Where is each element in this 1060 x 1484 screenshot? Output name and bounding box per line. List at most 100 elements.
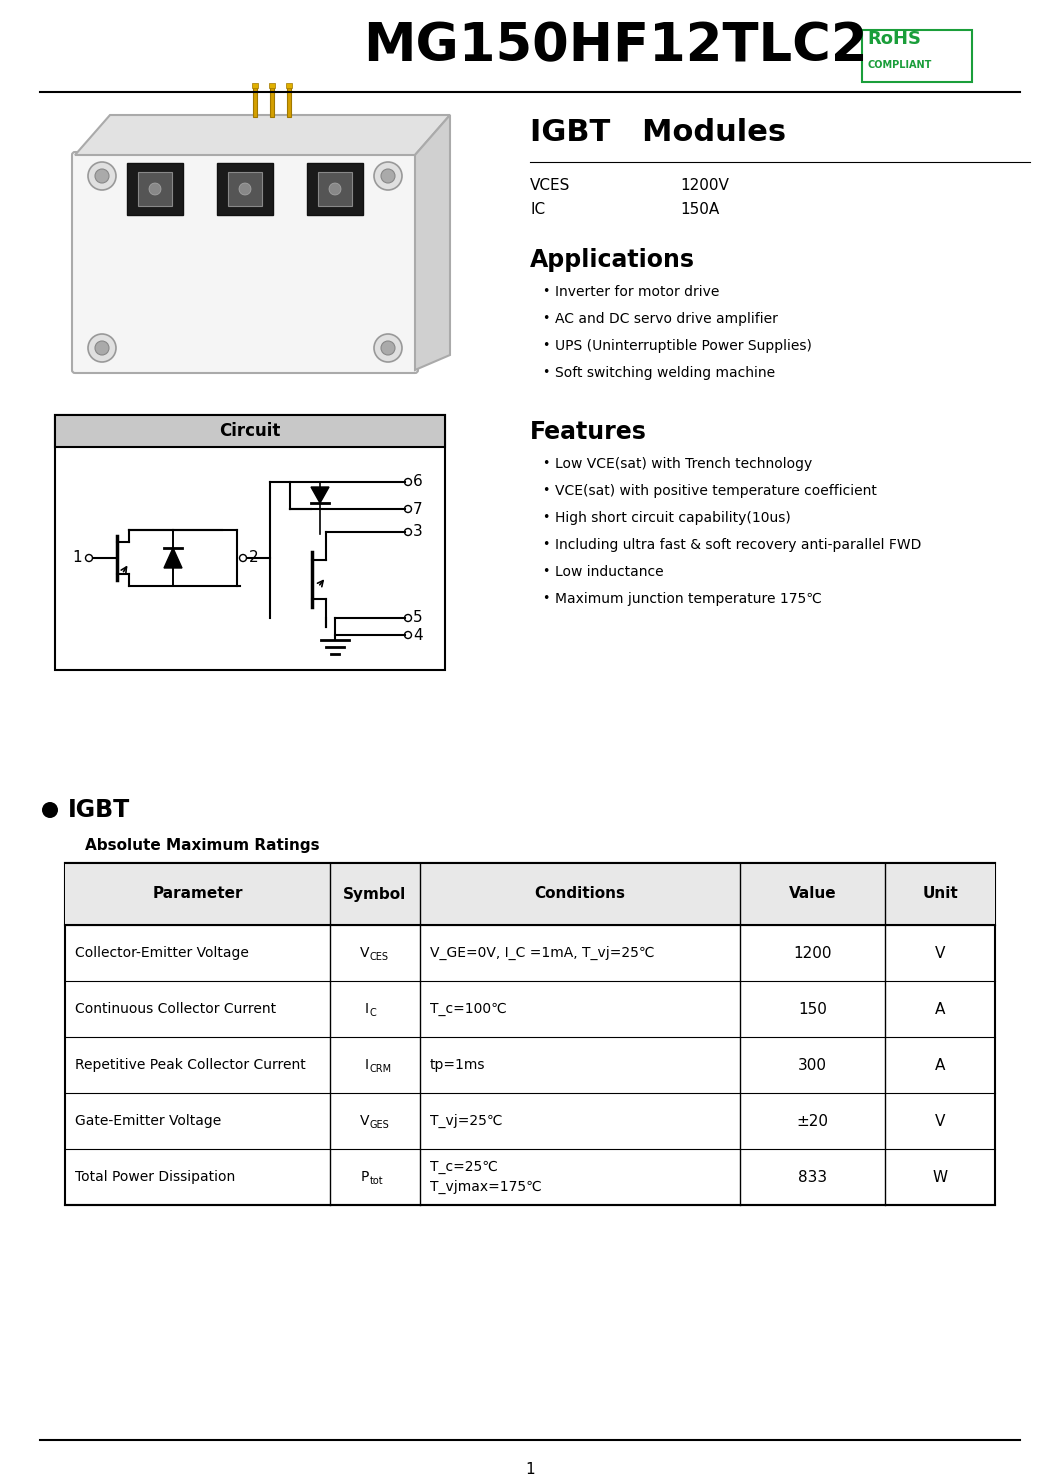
Text: Maximum junction temperature 175℃: Maximum junction temperature 175℃ bbox=[555, 592, 822, 605]
Text: •: • bbox=[542, 312, 549, 325]
Circle shape bbox=[405, 632, 411, 638]
Text: IGBT: IGBT bbox=[68, 798, 130, 822]
Circle shape bbox=[405, 528, 411, 536]
Text: IC: IC bbox=[530, 202, 545, 217]
Bar bbox=[138, 172, 172, 206]
Text: •: • bbox=[542, 510, 549, 524]
Circle shape bbox=[88, 162, 116, 190]
Text: 1: 1 bbox=[72, 551, 82, 565]
Text: 6: 6 bbox=[413, 475, 423, 490]
Bar bbox=[253, 85, 257, 117]
Text: Value: Value bbox=[789, 886, 836, 901]
Text: MG150HF12TLC2: MG150HF12TLC2 bbox=[363, 19, 867, 73]
Bar bbox=[55, 416, 445, 447]
Text: tp=1ms: tp=1ms bbox=[430, 1058, 485, 1071]
Bar bbox=[127, 163, 183, 215]
Text: IGBT   Modules: IGBT Modules bbox=[530, 119, 787, 147]
Text: 1: 1 bbox=[525, 1462, 535, 1477]
Text: •: • bbox=[542, 285, 549, 298]
Text: Total Power Dissipation: Total Power Dissipation bbox=[75, 1169, 235, 1184]
Circle shape bbox=[405, 506, 411, 512]
Circle shape bbox=[329, 183, 341, 194]
Text: •: • bbox=[542, 367, 549, 378]
Circle shape bbox=[88, 334, 116, 362]
Circle shape bbox=[405, 614, 411, 622]
Text: Gate-Emitter Voltage: Gate-Emitter Voltage bbox=[75, 1114, 222, 1128]
Text: Soft switching welding machine: Soft switching welding machine bbox=[555, 367, 775, 380]
Text: I: I bbox=[365, 1058, 369, 1071]
Text: 5: 5 bbox=[413, 610, 423, 625]
Circle shape bbox=[374, 162, 402, 190]
Text: V: V bbox=[935, 945, 946, 960]
Text: UPS (Uninterruptible Power Supplies): UPS (Uninterruptible Power Supplies) bbox=[555, 338, 812, 353]
Bar bbox=[65, 864, 995, 925]
Text: I: I bbox=[365, 1002, 369, 1017]
Bar bbox=[217, 163, 273, 215]
Bar bbox=[269, 83, 275, 88]
Text: P: P bbox=[360, 1169, 369, 1184]
Text: A: A bbox=[935, 1058, 946, 1073]
Circle shape bbox=[95, 341, 109, 355]
Text: 7: 7 bbox=[413, 502, 423, 516]
Text: RoHS: RoHS bbox=[867, 30, 921, 47]
Text: C: C bbox=[370, 1008, 376, 1018]
Text: Features: Features bbox=[530, 420, 647, 444]
Text: CRM: CRM bbox=[370, 1064, 392, 1074]
Text: V: V bbox=[359, 1114, 369, 1128]
Circle shape bbox=[86, 555, 92, 561]
Bar bbox=[862, 30, 972, 82]
Bar bbox=[307, 163, 363, 215]
Text: Absolute Maximum Ratings: Absolute Maximum Ratings bbox=[85, 838, 320, 853]
Text: Repetitive Peak Collector Current: Repetitive Peak Collector Current bbox=[75, 1058, 305, 1071]
Bar bbox=[252, 83, 258, 88]
Text: tot: tot bbox=[370, 1175, 384, 1186]
Text: •: • bbox=[542, 592, 549, 605]
Text: CES: CES bbox=[370, 953, 389, 962]
Circle shape bbox=[238, 183, 251, 194]
Polygon shape bbox=[164, 548, 182, 568]
Text: Applications: Applications bbox=[530, 248, 695, 272]
Text: V: V bbox=[935, 1113, 946, 1128]
Circle shape bbox=[149, 183, 161, 194]
Text: Low VCE(sat) with Trench technology: Low VCE(sat) with Trench technology bbox=[555, 457, 812, 470]
Text: Symbol: Symbol bbox=[343, 886, 407, 901]
Bar bbox=[65, 864, 995, 1205]
Text: 3: 3 bbox=[413, 524, 423, 540]
Text: •: • bbox=[542, 484, 549, 497]
Text: Circuit: Circuit bbox=[219, 421, 281, 439]
Circle shape bbox=[405, 478, 411, 485]
Bar bbox=[55, 416, 445, 669]
Circle shape bbox=[381, 169, 395, 183]
Text: 833: 833 bbox=[798, 1169, 827, 1184]
Text: Continuous Collector Current: Continuous Collector Current bbox=[75, 1002, 276, 1017]
Polygon shape bbox=[75, 114, 450, 154]
Text: •: • bbox=[542, 338, 549, 352]
Text: A: A bbox=[935, 1002, 946, 1017]
Text: Low inductance: Low inductance bbox=[555, 565, 664, 579]
Bar bbox=[270, 85, 273, 117]
Text: W: W bbox=[933, 1169, 948, 1184]
Text: High short circuit capability(10us): High short circuit capability(10us) bbox=[555, 510, 791, 525]
Bar bbox=[286, 83, 292, 88]
FancyBboxPatch shape bbox=[72, 151, 418, 372]
Text: AC and DC servo drive amplifier: AC and DC servo drive amplifier bbox=[555, 312, 778, 326]
Text: 300: 300 bbox=[798, 1058, 827, 1073]
Text: COMPLIANT: COMPLIANT bbox=[867, 59, 932, 70]
Text: •: • bbox=[542, 539, 549, 551]
Text: 1200: 1200 bbox=[793, 945, 832, 960]
Text: 4: 4 bbox=[413, 628, 423, 643]
Bar bbox=[318, 172, 352, 206]
Text: T_vj=25℃: T_vj=25℃ bbox=[430, 1114, 502, 1128]
Text: Parameter: Parameter bbox=[153, 886, 243, 901]
Polygon shape bbox=[311, 487, 329, 503]
Text: 150A: 150A bbox=[681, 202, 720, 217]
Text: VCES: VCES bbox=[530, 178, 570, 193]
Polygon shape bbox=[416, 114, 450, 370]
Text: Inverter for motor drive: Inverter for motor drive bbox=[555, 285, 720, 298]
Text: VCE(sat) with positive temperature coefficient: VCE(sat) with positive temperature coeff… bbox=[555, 484, 877, 499]
Bar bbox=[228, 172, 262, 206]
Text: 1200V: 1200V bbox=[681, 178, 729, 193]
Text: Collector-Emitter Voltage: Collector-Emitter Voltage bbox=[75, 945, 249, 960]
Text: 2: 2 bbox=[249, 551, 259, 565]
Text: Conditions: Conditions bbox=[534, 886, 625, 901]
